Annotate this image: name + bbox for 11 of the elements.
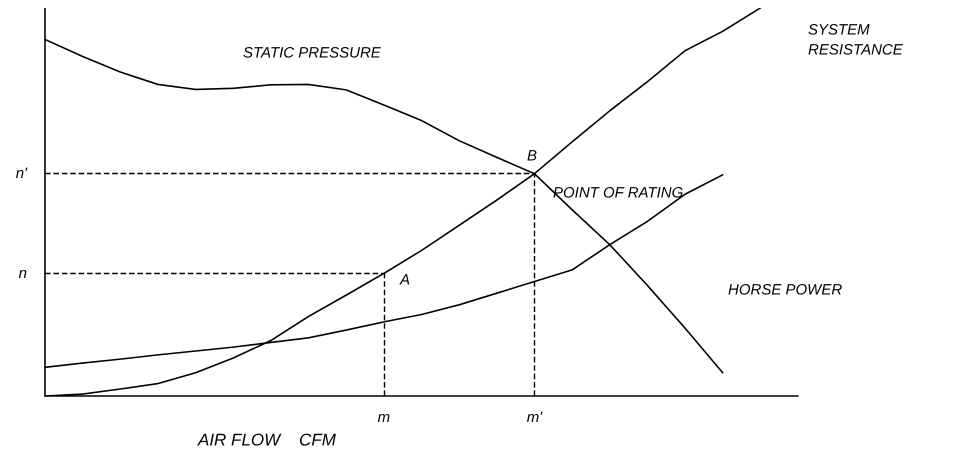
x-tick-label: m: [378, 409, 390, 426]
annotation: HORSE POWER: [728, 282, 842, 298]
ref-line-label: n': [16, 165, 28, 182]
text: SYSTEM RESISTANCE: [808, 22, 904, 58]
annotation: POINT OF RATING: [553, 184, 684, 202]
annotation: STATIC PRESSURE: [243, 44, 382, 62]
annotation: B: [527, 148, 538, 164]
x-tick-label: m': [526, 409, 544, 426]
ref-line-label: n: [18, 264, 27, 282]
annotation: A: [399, 272, 410, 288]
x-axis-title: AIR FLOW CFM: [197, 430, 337, 450]
